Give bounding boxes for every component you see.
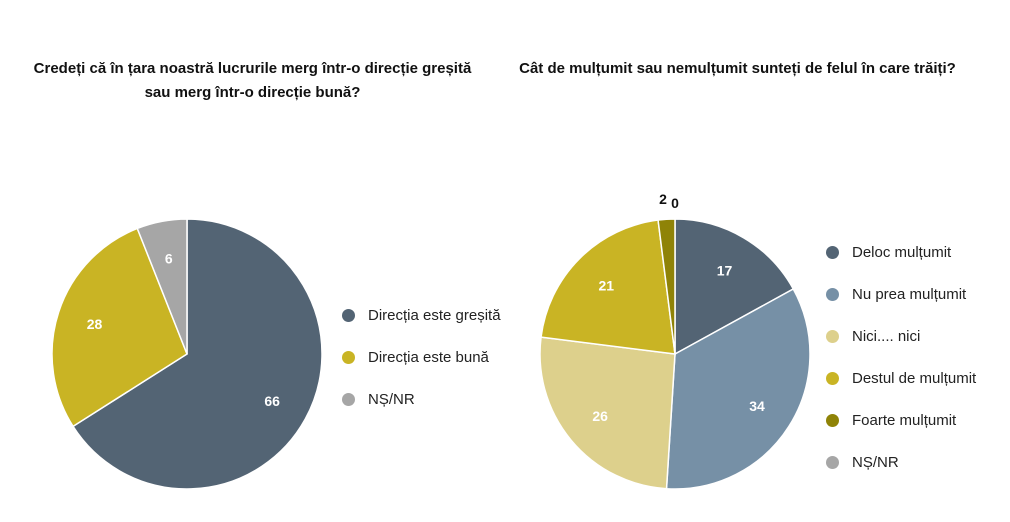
legend-label: Direcția este bună <box>368 348 489 366</box>
pie-chart-2: 17 34 26 21 2 0 <box>539 191 811 490</box>
legend-item: Direcția este greșită <box>342 305 501 325</box>
legend-swatch <box>826 287 839 301</box>
legend-item: Destul de mulțumit <box>826 368 976 388</box>
data-label-nu-prea-mulțumit: 34 <box>749 398 765 414</box>
data-label-deloc-mulțumit: 17 <box>717 262 733 278</box>
pie-slice-direcția-este-bună <box>51 227 188 428</box>
legend-swatch <box>826 455 839 469</box>
legend-item: Direcția este bună <box>342 347 489 367</box>
legend-label: Destul de mulțumit <box>852 369 977 387</box>
data-label-foarte-mulțumit: 2 <box>659 191 667 207</box>
pie-slice-deloc-mulțumit <box>674 218 795 356</box>
legend-label: Nu prea mulțumit <box>852 285 967 303</box>
legend-item: Nici.... nici <box>826 326 920 346</box>
legend-label: Direcția este greșită <box>368 306 501 324</box>
pie-chart-1: 66 28 6 <box>51 218 323 490</box>
pie-slice-nu-prea-mulțumit <box>665 287 811 490</box>
pie-slice-foarte-mulțumit <box>657 218 676 355</box>
legend-swatch <box>826 413 839 427</box>
legend-swatch <box>342 350 355 364</box>
pie-slice-direcția-este-greșită <box>71 218 323 490</box>
legend-item: Deloc mulțumit <box>826 242 951 262</box>
legend-swatch <box>342 308 355 322</box>
legend-swatch <box>342 392 355 406</box>
legend-item: Nu prea mulțumit <box>826 284 966 304</box>
legend-item: NȘ/NR <box>826 452 899 472</box>
data-label-direcția-este-bună: 28 <box>87 316 103 332</box>
legend-swatch <box>826 245 839 259</box>
chart-title-left: Credeți că în țara noastră lucrurile mer… <box>33 60 472 101</box>
legend-item: NȘ/NR <box>342 389 415 409</box>
legend-label: Nici.... nici <box>852 327 921 345</box>
chart-title-right: Cât de mulțumit sau nemulțumit sunteți d… <box>519 60 956 77</box>
legend-item: Foarte mulțumit <box>826 410 956 430</box>
legend-label: NȘ/NR <box>368 390 415 408</box>
pie-slice-nici-nici <box>539 336 676 490</box>
data-label-direcția-este-greșită: 66 <box>264 393 280 409</box>
pie-slice-nș-nr <box>136 218 188 355</box>
data-label-destul-de-mulțumit: 21 <box>598 277 614 293</box>
legend-swatch <box>826 329 839 343</box>
legend-label: Deloc mulțumit <box>852 243 952 261</box>
legend-label: Foarte mulțumit <box>852 411 957 429</box>
legend-swatch <box>826 371 839 385</box>
data-label-nici-nici: 26 <box>592 408 608 424</box>
legend-label: NȘ/NR <box>852 453 899 471</box>
data-label-nș-nr: 0 <box>671 195 679 211</box>
pie-slice-destul-de-mulțumit <box>540 219 676 355</box>
data-label-nș-nr: 6 <box>165 251 173 267</box>
